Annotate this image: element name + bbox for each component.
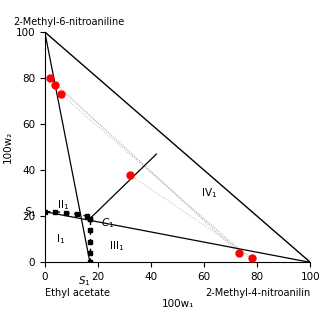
Text: $S_1$: $S_1$: [78, 274, 91, 288]
Text: Ethyl acetate: Ethyl acetate: [45, 288, 110, 298]
Text: I$_1$: I$_1$: [56, 232, 65, 246]
Text: IV$_1$: IV$_1$: [201, 186, 218, 200]
Text: II$_1$: II$_1$: [57, 198, 69, 212]
X-axis label: 100w₁: 100w₁: [161, 299, 194, 309]
Text: 2-Methyl-6-nitroaniline: 2-Methyl-6-nitroaniline: [13, 17, 124, 28]
Y-axis label: 100w₂: 100w₂: [3, 131, 13, 163]
Text: 2-Methyl-4-nitroanilin: 2-Methyl-4-nitroanilin: [205, 288, 310, 298]
Text: $S_1$: $S_1$: [24, 205, 37, 219]
Text: $C_1$: $C_1$: [100, 216, 114, 230]
Text: III$_1$: III$_1$: [109, 239, 124, 253]
